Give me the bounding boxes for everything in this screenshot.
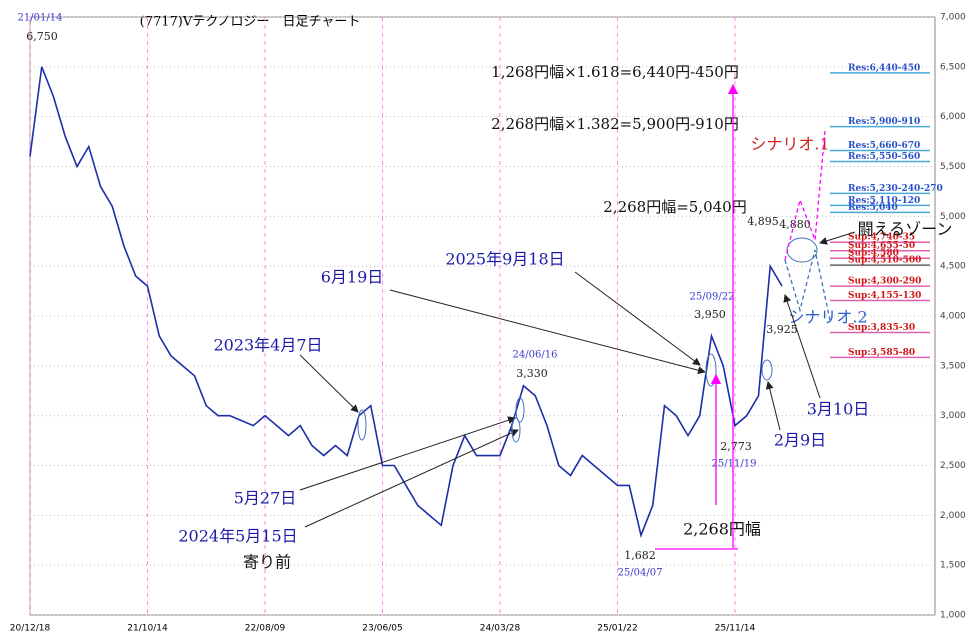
magenta-guides xyxy=(655,83,831,550)
annotation: 6月19日 xyxy=(321,268,384,287)
arrows xyxy=(299,231,856,528)
annotation: シナリオ.1 xyxy=(750,135,829,154)
x-tick-label: 22/08/09 xyxy=(245,624,286,634)
level-label: Res:6,440-450 xyxy=(848,63,920,73)
y-tick-label: 4,000 xyxy=(940,312,966,322)
level-label: Sup:3,585-80 xyxy=(848,348,915,358)
y-tick-label: 3,500 xyxy=(940,361,966,371)
y-tick-label: 2,500 xyxy=(940,461,966,471)
x-tick-label: 25/11/14 xyxy=(715,624,756,634)
annotation: シナリオ.2 xyxy=(788,308,867,327)
level-label: Sup:4,580 xyxy=(848,249,899,259)
annotation: 1,682 xyxy=(624,549,656,562)
x-tick-label: 21/10/14 xyxy=(127,624,168,634)
annotation: 4,880 xyxy=(779,218,811,231)
annotation: 21/01/14 xyxy=(18,13,63,24)
level-label: Sup:4,510-500 xyxy=(848,256,921,266)
annotation: 2025年9月18日 xyxy=(445,250,564,269)
annotation: 25/09/22 xyxy=(690,292,735,303)
y-tick-label: 2,000 xyxy=(940,511,966,521)
y-tick-label: 3,000 xyxy=(940,411,966,421)
annotation: 25/11/19 xyxy=(712,459,757,470)
annotation: 2,773 xyxy=(720,440,752,453)
x-tick-label: 25/01/22 xyxy=(597,624,637,634)
level-label: Sup:4,655-50 xyxy=(848,241,915,251)
level-label: Res:5,040 xyxy=(848,203,898,213)
annotation: 24/06/16 xyxy=(513,350,558,361)
level-label: Sup:4,155-130 xyxy=(848,291,921,301)
y-tick-label: 1,000 xyxy=(940,611,966,621)
annotation: 3,950 xyxy=(694,308,726,321)
x-tick-label: 24/03/28 xyxy=(480,624,521,634)
price-line xyxy=(29,66,783,538)
chart-title: (7717)Vテクノロジー 日足チャート xyxy=(140,15,361,30)
y-tick-label: 5,000 xyxy=(940,212,966,222)
level-label: Res:5,230-240-270 xyxy=(848,184,943,194)
y-tick-label: 7,000 xyxy=(940,13,966,23)
annotation: 1,268円幅×1.618=6,440円-450円 xyxy=(491,63,739,81)
x-tick-label: 20/12/18 xyxy=(10,624,51,634)
y-tick-label: 1,500 xyxy=(940,561,966,571)
y-tick-label: 5,500 xyxy=(940,162,966,172)
y-tick-label: 4,500 xyxy=(940,262,966,272)
level-label: Res:5,550-560 xyxy=(848,152,920,162)
annotation: 4,895 xyxy=(747,215,779,228)
level-label: Res:5,660-670 xyxy=(848,141,920,151)
annotation: 2,268円幅×1.382=5,900円-910円 xyxy=(491,115,739,133)
y-tick-label: 6,500 xyxy=(940,62,966,72)
level-label: Res:5,110-120 xyxy=(848,196,920,206)
annotation: 寄り前 xyxy=(243,553,291,572)
annotation: 闘えるゾーン xyxy=(858,220,953,239)
annotation: 6,750 xyxy=(26,30,58,43)
level-label: Sup:4,300-290 xyxy=(848,277,921,287)
annotation: 25/04/07 xyxy=(618,568,663,579)
annotation: 5月27日 xyxy=(234,489,297,508)
level-label: Sup:4,740-35 xyxy=(848,233,915,243)
annotation: 3月10日 xyxy=(807,400,870,419)
annotation: 3,925 xyxy=(766,323,798,336)
annotation: 2023年4月7日 xyxy=(213,336,322,355)
level-label: Res:5,900-910 xyxy=(848,117,920,127)
y-tick-label: 6,000 xyxy=(940,112,966,122)
annotation: 2,268円幅 xyxy=(683,520,761,539)
annotation: 2,268円幅=5,040円 xyxy=(603,198,746,216)
annotation: 2月9日 xyxy=(774,431,826,450)
level-label: Sup:3,835-30 xyxy=(848,323,915,333)
annotation: 3,330 xyxy=(516,367,548,380)
x-tick-label: 23/06/05 xyxy=(362,624,402,634)
annotation: 2024年5月15日 xyxy=(178,527,297,546)
